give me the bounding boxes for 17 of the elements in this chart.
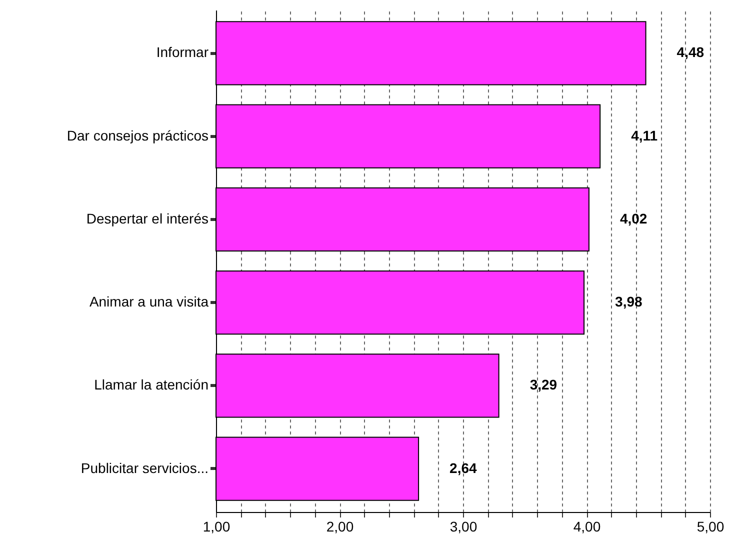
data-label: 4,11 bbox=[631, 127, 658, 144]
data-label: 2,64 bbox=[450, 460, 477, 476]
data-label: 3,98 bbox=[615, 294, 642, 310]
data-label: 4,02 bbox=[620, 210, 648, 226]
data-label: 4,48 bbox=[676, 44, 704, 60]
x-tick-label: 2,00 bbox=[326, 518, 354, 534]
x-tick-label: 5,00 bbox=[696, 518, 724, 534]
y-tick-label: Dar consejos prácticos bbox=[66, 127, 208, 144]
data-label: 3,29 bbox=[530, 376, 558, 393]
x-tick-label: 1,00 bbox=[202, 518, 230, 534]
y-tick-label: Informar bbox=[156, 44, 209, 60]
y-tick-label: Publicitar servicios... bbox=[80, 460, 208, 476]
y-tick-label: Llamar la atención bbox=[94, 376, 208, 393]
y-tick-label: Despertar el interés bbox=[86, 210, 208, 226]
y-tick-label: Animar a una visita bbox=[89, 294, 209, 310]
x-tick-label: 3,00 bbox=[450, 518, 478, 534]
x-tick-label: 4,00 bbox=[573, 518, 601, 534]
